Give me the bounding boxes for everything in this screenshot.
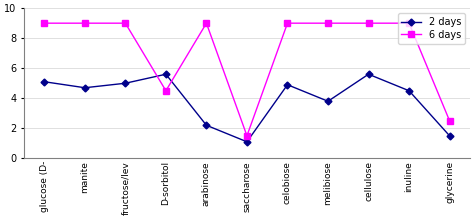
2 days [82,87,88,89]
Line: 6 days: 6 days [42,20,452,139]
6 days [325,22,331,25]
2 days [163,73,169,76]
6 days [284,22,290,25]
Line: 2 days: 2 days [42,72,452,144]
2 days [406,89,412,92]
6 days [41,22,47,25]
2 days [122,82,128,85]
6 days [406,22,412,25]
Legend: 2 days, 6 days: 2 days, 6 days [398,13,465,44]
2 days [41,80,47,83]
2 days [447,134,452,137]
6 days [82,22,88,25]
2 days [203,124,209,127]
2 days [244,140,250,143]
6 days [203,22,209,25]
6 days [244,134,250,137]
2 days [365,73,371,76]
6 days [365,22,371,25]
6 days [163,89,169,92]
6 days [122,22,128,25]
2 days [284,83,290,86]
2 days [325,100,331,102]
6 days [447,119,452,122]
